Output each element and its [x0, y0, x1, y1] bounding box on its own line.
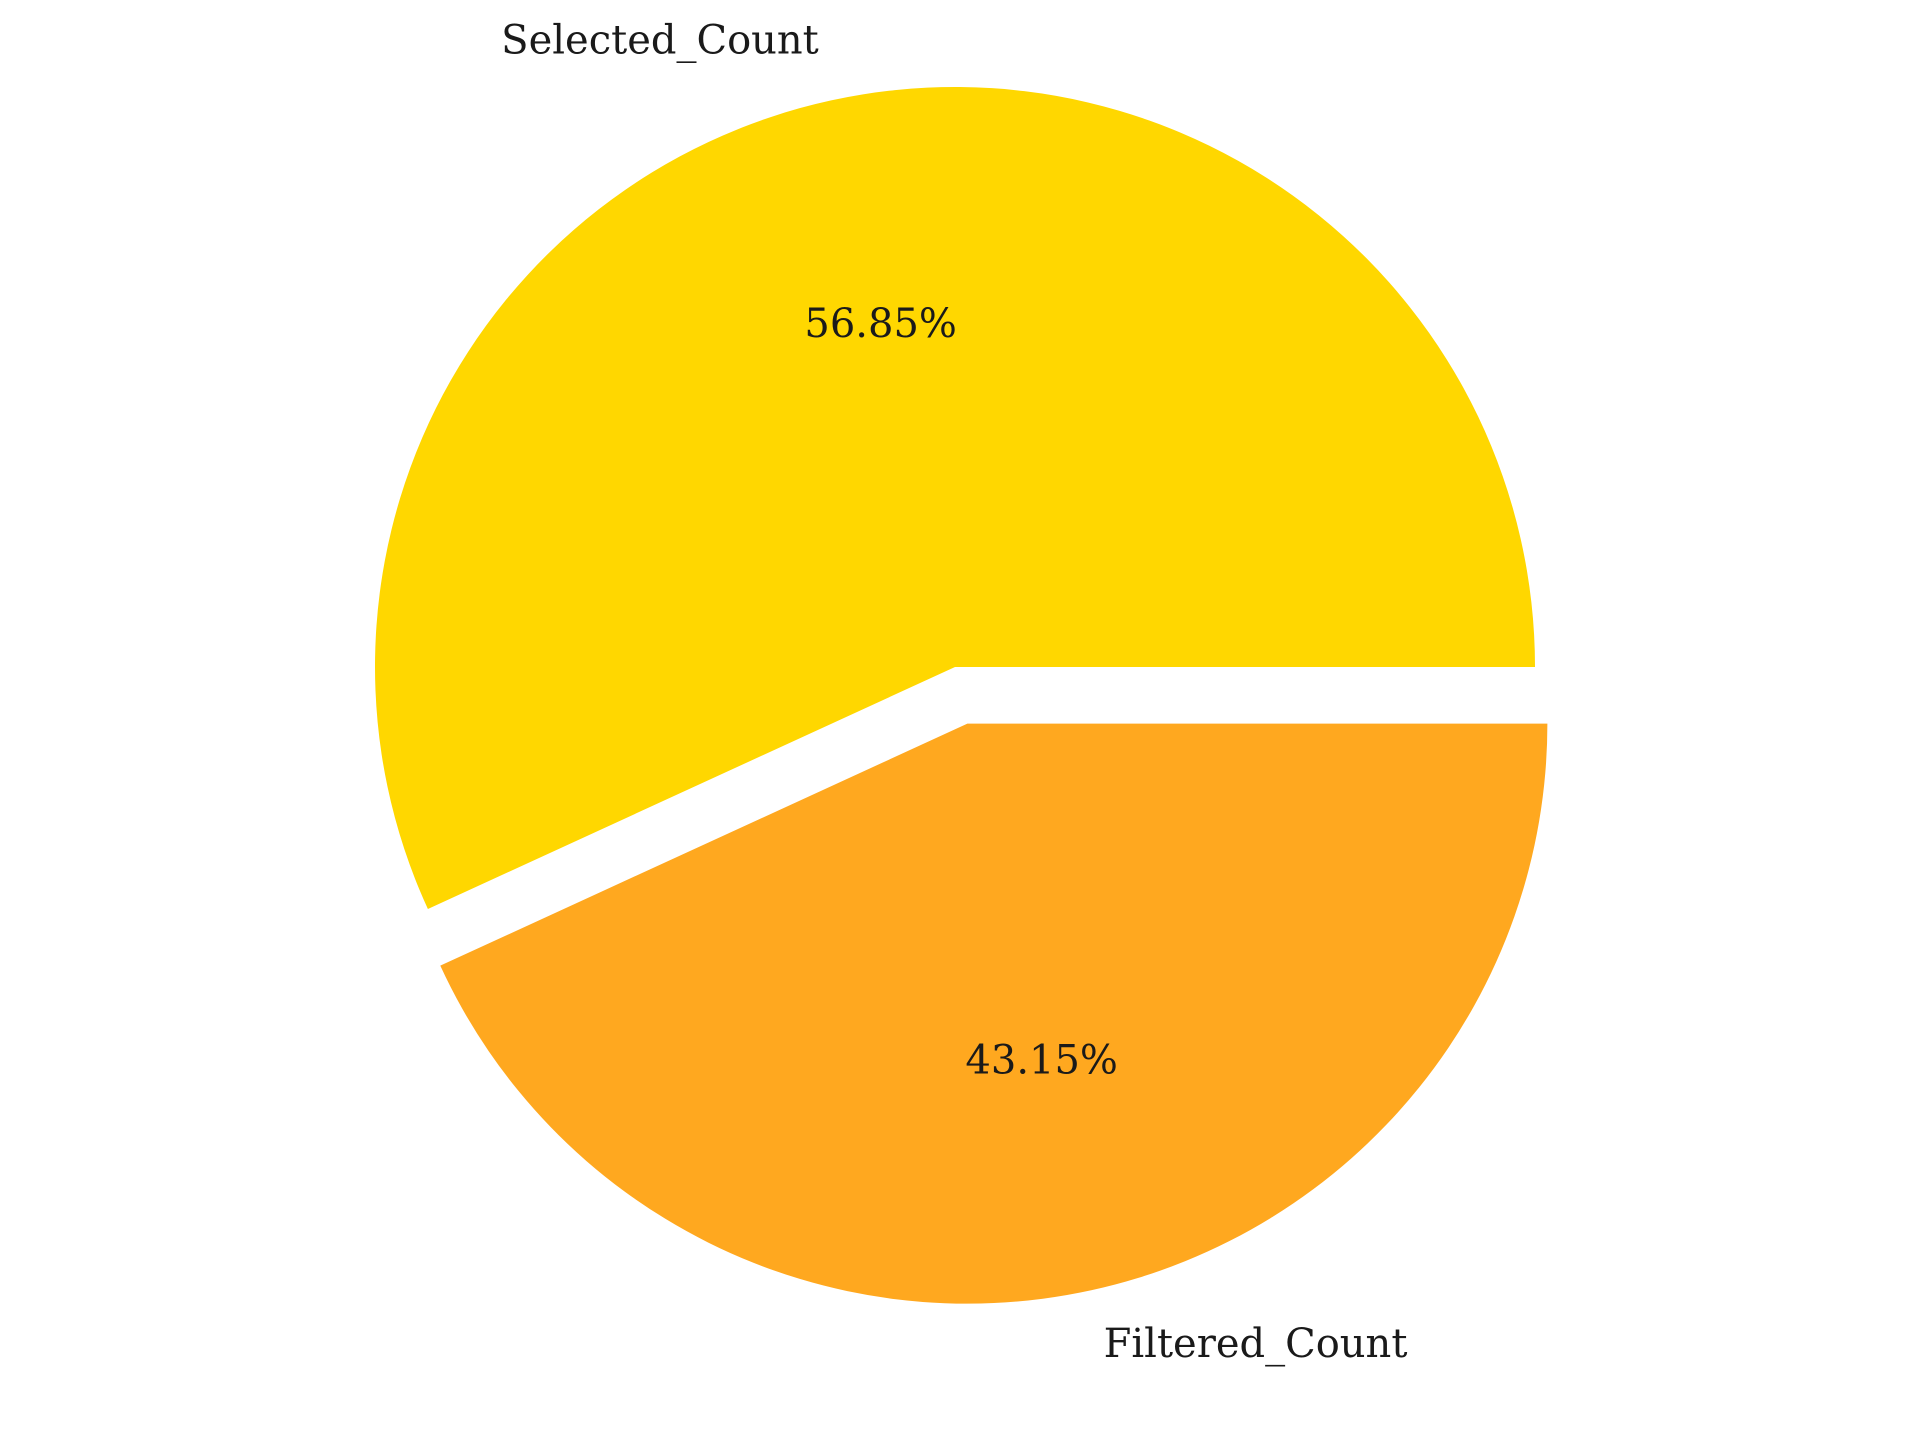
slice-percent-selected-count: 56.85%	[804, 301, 957, 347]
slice-label-selected-count: Selected_Count	[501, 18, 819, 64]
pie-slices	[374, 87, 1548, 1304]
slice-percent-filtered-count: 43.15%	[965, 1038, 1118, 1084]
pie-slice-selected-count	[374, 87, 1536, 909]
pie-labels: Selected_Count 56.85% Filtered_Count 43.15%	[501, 18, 1407, 1367]
pie-slice-filtered-count	[440, 723, 1548, 1304]
slice-label-filtered-count: Filtered_Count	[1104, 1321, 1408, 1367]
